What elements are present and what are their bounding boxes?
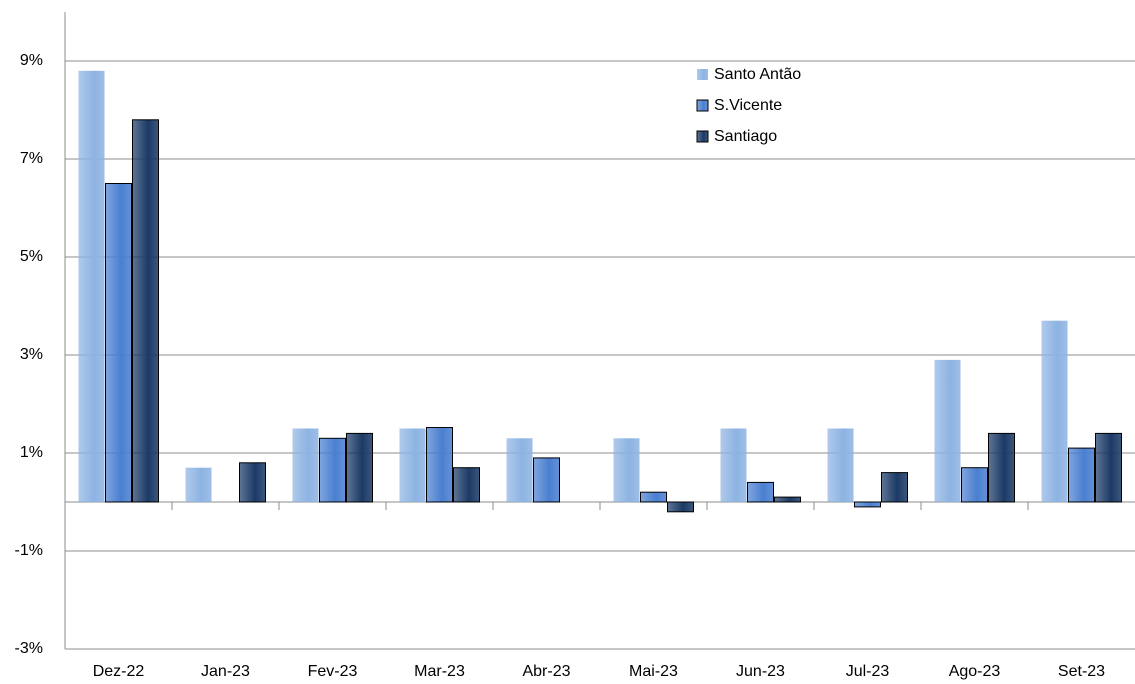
bar xyxy=(346,432,373,503)
x-tick-label: Jan-23 xyxy=(201,663,250,680)
x-tick-label: Mai-23 xyxy=(629,663,678,680)
bar xyxy=(961,467,988,503)
bar xyxy=(1095,432,1122,503)
bar xyxy=(827,428,854,502)
y-tick-label: -1% xyxy=(15,542,43,559)
bar xyxy=(319,437,346,503)
bar xyxy=(613,438,640,502)
bar xyxy=(1041,320,1068,502)
bar xyxy=(774,496,801,503)
x-tick-label: Ago-23 xyxy=(949,663,1001,680)
x-tick-label: Jul-23 xyxy=(846,663,890,680)
x-tick-label: Jun-23 xyxy=(736,663,785,680)
x-tick-label: Mar-23 xyxy=(414,663,465,680)
bar xyxy=(453,467,480,503)
bar xyxy=(426,427,453,503)
y-tick-label: 3% xyxy=(20,346,43,363)
y-tick-label: 9% xyxy=(20,52,43,69)
bar xyxy=(1068,447,1095,503)
x-tick-label: Abr-23 xyxy=(522,663,570,680)
bar xyxy=(988,432,1015,503)
legend-label: Santo Antão xyxy=(714,66,801,83)
bar xyxy=(105,183,132,503)
bar xyxy=(506,438,533,502)
bar xyxy=(854,501,881,508)
x-tick-label: Fev-23 xyxy=(308,663,358,680)
legend-label: S.Vicente xyxy=(714,97,782,114)
y-tick-label: 7% xyxy=(20,150,43,167)
y-tick-label: 5% xyxy=(20,248,43,265)
bar xyxy=(881,472,908,503)
x-tick-label: Dez-22 xyxy=(93,663,145,680)
legend-label: Santiago xyxy=(714,128,777,145)
y-tick-label: 1% xyxy=(20,444,43,461)
bar xyxy=(132,119,159,503)
bar xyxy=(78,70,105,503)
y-tick-label: -3% xyxy=(15,640,43,657)
legend-swatch xyxy=(696,99,709,112)
bar xyxy=(667,501,694,513)
x-tick-label: Set-23 xyxy=(1058,663,1105,680)
bar xyxy=(185,467,212,502)
bar xyxy=(292,428,319,502)
legend-swatch xyxy=(696,130,709,143)
bar xyxy=(399,428,426,502)
bar xyxy=(640,491,667,503)
bar xyxy=(934,359,961,502)
bar xyxy=(747,481,774,503)
bar xyxy=(720,428,747,502)
bar xyxy=(533,457,560,503)
legend-swatch xyxy=(697,69,708,80)
bar xyxy=(239,462,266,503)
